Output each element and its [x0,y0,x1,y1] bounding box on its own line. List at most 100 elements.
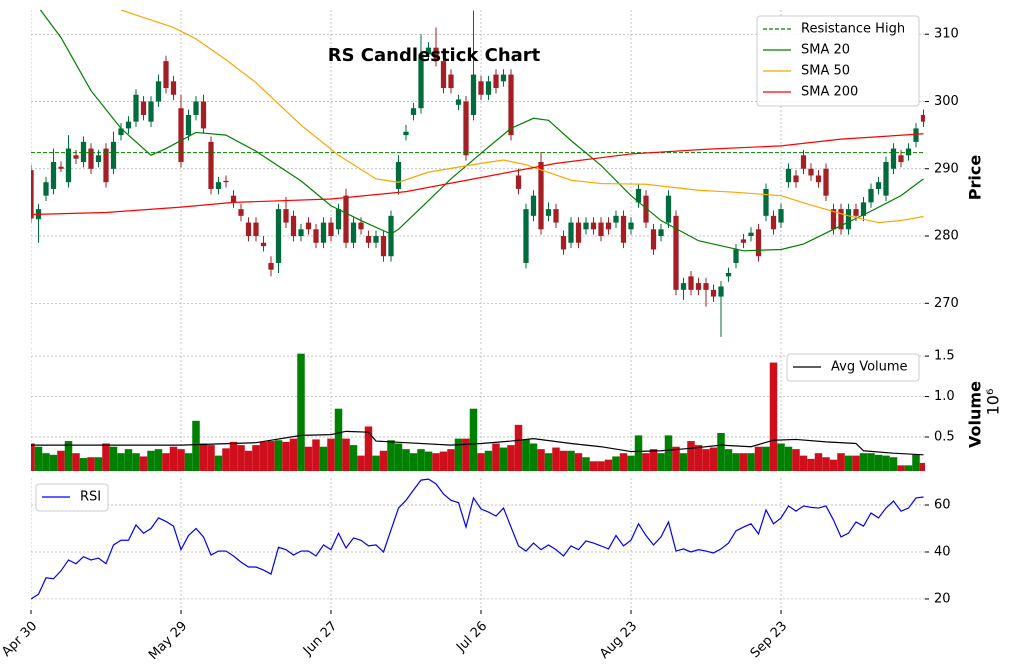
volume-bar [882,455,890,471]
volume-bar [244,450,253,471]
candle-body [508,74,514,136]
series-line [120,10,924,224]
volume-bar [124,449,133,471]
candle-body [770,215,777,230]
volume-bar [319,446,328,471]
volume-bar [237,445,245,471]
candle-body [920,114,925,122]
volume-bar [259,441,268,471]
volume-bar [214,455,223,471]
volume-bar [859,453,868,471]
candle-body [65,148,72,183]
volume-bar [702,449,710,471]
volume-bar [109,446,118,471]
panel [31,478,925,610]
volume-bar [852,455,860,471]
candle-body [643,195,649,223]
candle-body [95,155,102,163]
candle-body [515,175,522,189]
volume-bar [499,447,508,471]
volume-bar [327,438,335,471]
candle-body [778,209,784,223]
volume-bar [717,432,725,471]
volume-bar [364,426,373,471]
candle-body [403,131,409,136]
candle-body [440,61,447,89]
y-scale-label: 10⁶ [984,389,1003,416]
y-tick-label: 310 [934,27,959,42]
candle-body [358,222,364,230]
candle-body [125,121,132,129]
legend-label: Avg Volume [831,360,908,375]
candle-body [808,168,814,176]
volume-bar [904,465,913,471]
candle-body [425,47,432,55]
candle-body [193,101,199,115]
candle-body [703,283,709,290]
volume-bar [829,459,838,471]
candle-body [110,141,117,169]
candle-body [710,289,717,297]
series-line [31,430,924,456]
candle-body [905,148,912,156]
volume-bar [64,441,73,471]
volume-bar [379,450,388,471]
candle-body [118,128,124,136]
volume-bar [724,449,733,471]
candle-body [545,209,552,216]
y-tick-label: 20 [934,591,951,606]
candle-body [230,195,237,203]
candle-body [238,209,244,216]
candle-body [290,215,297,237]
legend-label: SMA 200 [801,85,858,100]
volume-bar [477,453,485,471]
x-tick-label: May 29 [146,619,190,663]
candle-body [373,236,379,243]
volume-bar [739,453,748,471]
candle-body [718,286,724,297]
panel [31,10,925,345]
volume-bar [447,449,455,471]
candle-body [583,222,589,230]
volume-bar [424,451,433,471]
volume-bar [867,453,875,471]
candle-body [748,232,754,237]
volume-bar [649,449,658,471]
volume-bar [574,453,583,471]
y-tick-label: 290 [934,161,959,176]
volume-bar [762,446,770,471]
volume-bar [732,453,740,471]
volume-bar [372,455,380,471]
y-tick-label: 300 [934,94,959,109]
candle-body [695,283,702,290]
candle-body [178,108,184,163]
candle-body [31,170,34,219]
volume-bar [709,447,718,471]
x-tick-label: Jun 27 [300,619,340,659]
candle-body [590,222,597,230]
candle-body [800,155,807,169]
volume-bar [679,453,688,471]
candle-body [793,175,799,183]
volume-bar [552,447,560,471]
volume-bar [657,453,665,471]
candle-body [523,209,529,263]
volume-bar [409,453,418,471]
volume-bar [627,455,635,471]
volume-bar [529,443,538,471]
volume-bar [357,455,365,471]
volume-bar [514,424,523,471]
candle-body [860,202,867,216]
y-tick-label: 1.0 [934,389,955,404]
volume-bar [394,443,403,471]
candle-body [568,222,574,243]
volume-bar [567,450,575,471]
volume-bar [507,445,515,471]
candle-body [740,239,747,243]
candle-body [868,188,874,203]
volume-bar [484,450,493,471]
candle-body [733,249,739,263]
volume-bar [807,458,815,471]
volume-bar [177,449,185,471]
